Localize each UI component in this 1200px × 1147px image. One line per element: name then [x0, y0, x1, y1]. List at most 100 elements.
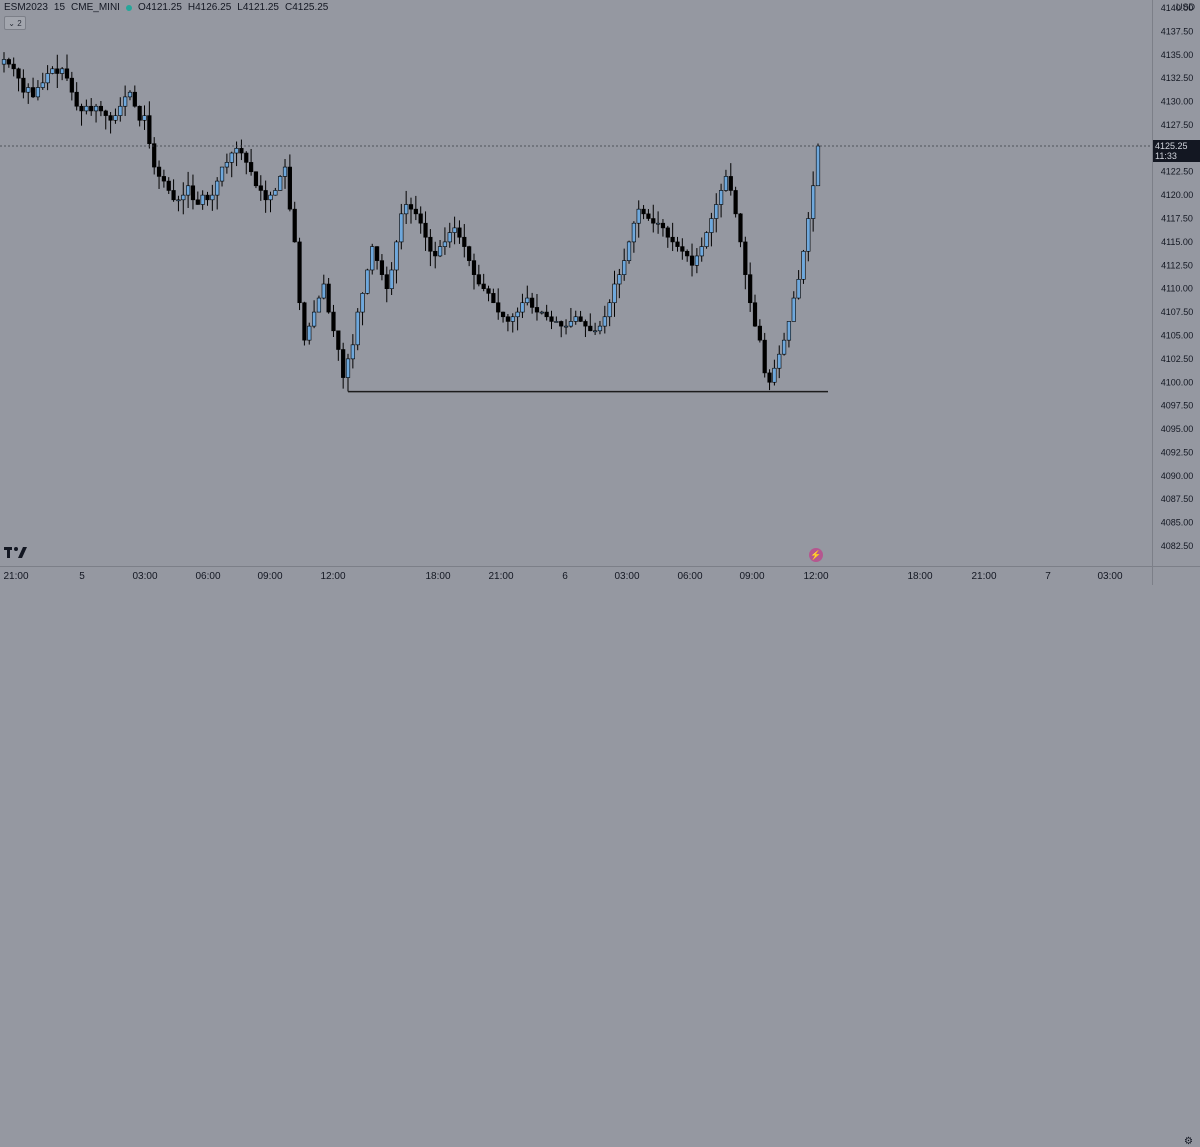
candle[interactable]: [307, 322, 312, 345]
candle[interactable]: [360, 292, 365, 326]
candle[interactable]: [84, 99, 89, 115]
candle[interactable]: [423, 211, 428, 251]
candle[interactable]: [418, 206, 423, 234]
candle[interactable]: [593, 322, 598, 335]
symbol-name[interactable]: ESM2023: [4, 2, 48, 13]
candle[interactable]: [316, 295, 322, 313]
candle[interactable]: [399, 203, 404, 250]
candle[interactable]: [743, 236, 748, 290]
candle[interactable]: [471, 253, 477, 290]
candle[interactable]: [704, 231, 709, 249]
candle[interactable]: [273, 187, 278, 196]
candle[interactable]: [345, 353, 351, 392]
candle[interactable]: [219, 166, 225, 187]
candle[interactable]: [108, 112, 113, 134]
candle[interactable]: [781, 332, 787, 356]
price-axis[interactable]: USD 4140.00 4137.50 4135.00 4132.50 4130.00 4…: [1152, 0, 1200, 566]
candle[interactable]: [74, 82, 79, 111]
candle[interactable]: [796, 270, 801, 300]
candle[interactable]: [263, 180, 268, 213]
candle[interactable]: [297, 237, 302, 311]
candle[interactable]: [195, 191, 200, 205]
candle[interactable]: [132, 85, 137, 108]
candle[interactable]: [69, 71, 74, 101]
candle[interactable]: [689, 243, 695, 277]
candle[interactable]: [200, 190, 205, 210]
candle[interactable]: [374, 246, 380, 270]
candle[interactable]: [675, 236, 680, 252]
candle[interactable]: [709, 212, 714, 247]
candle[interactable]: [588, 313, 593, 332]
candle[interactable]: [767, 369, 772, 391]
candle[interactable]: [786, 321, 792, 348]
candle[interactable]: [6, 57, 11, 68]
interval-label[interactable]: 15: [53, 2, 66, 13]
candle[interactable]: [811, 171, 816, 232]
candle[interactable]: [152, 137, 157, 175]
candle[interactable]: [287, 154, 292, 212]
candle[interactable]: [166, 177, 171, 194]
candle[interactable]: [30, 77, 36, 99]
flash-icon[interactable]: ⚡: [809, 548, 823, 562]
candle[interactable]: [302, 301, 307, 346]
candle[interactable]: [801, 249, 806, 284]
candle[interactable]: [210, 184, 215, 211]
candle[interactable]: [515, 307, 520, 331]
candle[interactable]: [530, 292, 535, 314]
candle[interactable]: [452, 216, 457, 245]
candle[interactable]: [772, 359, 777, 386]
candle[interactable]: [685, 249, 690, 262]
candle[interactable]: [321, 274, 326, 300]
candle[interactable]: [79, 103, 84, 126]
candle[interactable]: [757, 319, 762, 343]
time-axis[interactable]: 21:00 5 03:00 06:00 09:00 12:00 18:00 21:00 6 03:…: [0, 566, 1152, 585]
candle[interactable]: [93, 103, 99, 123]
candle[interactable]: [670, 222, 675, 252]
candle[interactable]: [777, 345, 782, 379]
candle[interactable]: [554, 316, 559, 323]
candle[interactable]: [462, 224, 467, 258]
candle[interactable]: [636, 200, 641, 238]
candle[interactable]: [437, 240, 443, 258]
candle[interactable]: [253, 171, 259, 189]
candle[interactable]: [161, 169, 166, 188]
candle[interactable]: [176, 195, 181, 212]
candle[interactable]: [486, 285, 491, 302]
candle[interactable]: [413, 195, 418, 221]
candle[interactable]: [583, 319, 588, 338]
candle[interactable]: [249, 148, 254, 176]
candle[interactable]: [55, 54, 60, 89]
candle[interactable]: [752, 294, 758, 327]
candle[interactable]: [563, 319, 569, 335]
candle[interactable]: [331, 304, 336, 338]
candle[interactable]: [733, 186, 738, 218]
candle[interactable]: [137, 105, 142, 127]
candle[interactable]: [738, 213, 743, 248]
candle[interactable]: [379, 254, 385, 281]
indicators-collapse-button[interactable]: ⌄ 2: [4, 16, 26, 30]
candle[interactable]: [549, 310, 554, 330]
candle[interactable]: [282, 159, 288, 189]
candle[interactable]: [481, 273, 486, 292]
candle[interactable]: [723, 169, 729, 192]
candle[interactable]: [597, 320, 603, 335]
candle[interactable]: [718, 183, 724, 218]
candle[interactable]: [384, 266, 389, 303]
candle[interactable]: [665, 225, 670, 248]
candle[interactable]: [156, 160, 162, 189]
candle[interactable]: [505, 314, 511, 332]
candle[interactable]: [292, 201, 297, 243]
candle[interactable]: [45, 65, 50, 91]
candle[interactable]: [602, 305, 607, 334]
tradingview-logo-icon[interactable]: [4, 545, 28, 564]
candle[interactable]: [714, 193, 719, 233]
candle[interactable]: [127, 90, 133, 101]
candle[interactable]: [16, 67, 21, 92]
candle[interactable]: [447, 222, 452, 248]
candle[interactable]: [568, 307, 573, 328]
candle[interactable]: [394, 240, 399, 284]
candle[interactable]: [622, 248, 627, 281]
candle[interactable]: [205, 191, 210, 206]
candle[interactable]: [467, 245, 472, 267]
candle[interactable]: [699, 237, 704, 262]
